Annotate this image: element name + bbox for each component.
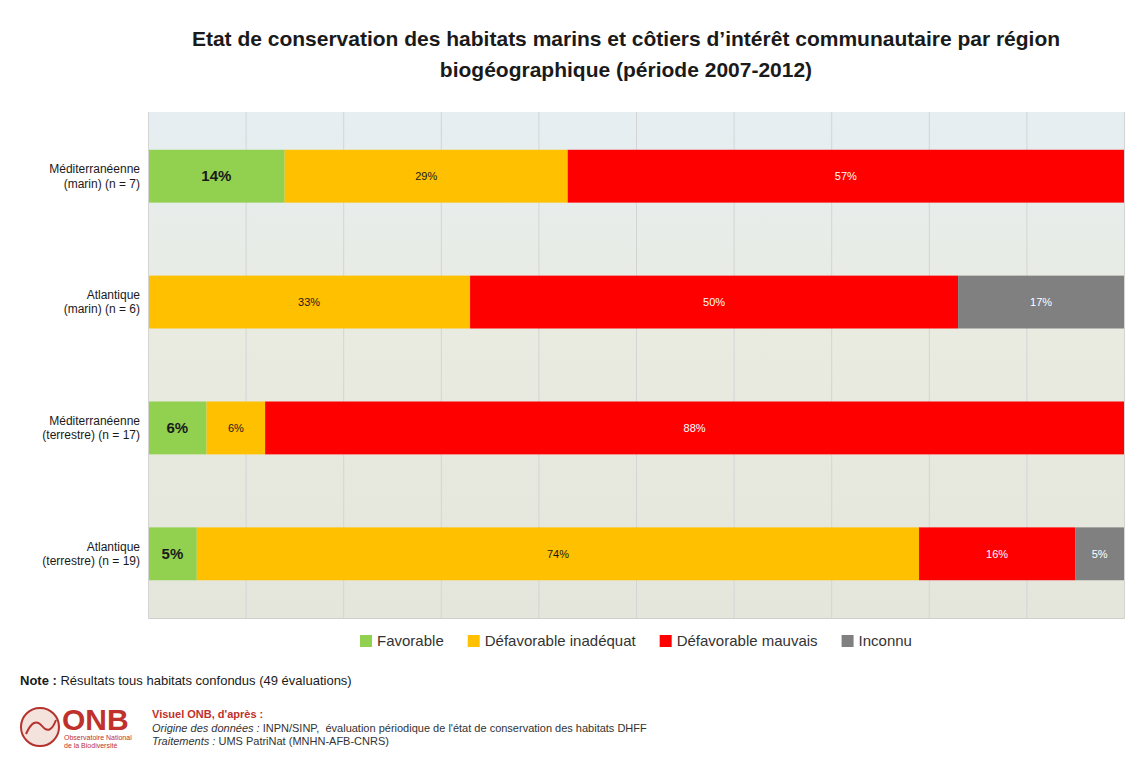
logo-emblem-detail: [26, 720, 56, 734]
bar-segment: [1075, 527, 1124, 580]
legend-label: Favorable: [377, 632, 444, 649]
y-tick: Méditerranéenne(terrestre) (n = 17): [42, 414, 148, 442]
logo-text: ONB: [62, 703, 129, 736]
grid-line: [1124, 112, 1125, 618]
data-label: 5%: [1092, 548, 1108, 560]
bar-segment: [958, 276, 1124, 329]
legend-item: Défavorable mauvais: [660, 632, 818, 649]
legend-label: Inconnu: [859, 632, 912, 649]
source-credit: Visuel ONB, d'après :: [152, 708, 263, 720]
bar-segment: [919, 527, 1075, 580]
legend-label: Défavorable inadéquat: [485, 632, 637, 649]
x-tick: [1124, 112, 1125, 618]
legend-swatch: [842, 635, 854, 647]
bar-segment: [148, 527, 197, 580]
source-line: Traitements : UMS PatriNat (MNHN-AFB-CNR…: [152, 735, 389, 747]
plot-background: [148, 112, 1124, 618]
source-line: Origine des données : INPN/SINP, évaluat…: [152, 722, 647, 734]
bars: [148, 150, 1124, 580]
legend: Favorable Défavorable inadéquat Défavorabl…: [360, 632, 912, 649]
note: Note : Résultats tous habitats confondus…: [20, 673, 352, 688]
category-label: Méditerranéenne(marin) (n = 7): [49, 162, 140, 190]
logo-emblem: [21, 708, 59, 746]
data-label: 33%: [298, 296, 320, 308]
x-tick: [148, 112, 149, 618]
legend-swatch: [360, 635, 372, 647]
logo: ONBObservatoire Nationalde la Biodiversi…: [21, 703, 132, 749]
category-label: Méditerranéenne(terrestre) (n = 17): [42, 414, 140, 442]
data-labels: 14% 6% 5% 29% 33% 6% 74% 57% 50% 88% 16% 17% 5%: [162, 167, 1108, 562]
bar-segment: [148, 276, 470, 329]
bar-segment: [285, 150, 568, 203]
bar-segment: [148, 402, 207, 455]
bar-segment: [207, 402, 266, 455]
y-axis-line: [148, 113, 149, 619]
y-tick: Méditerranéenne(marin) (n = 7): [49, 162, 148, 190]
y-tick: Atlantique(marin) (n = 6): [64, 288, 148, 316]
data-label: 16%: [986, 548, 1008, 560]
bar-segment: [265, 402, 1124, 455]
data-label: 88%: [684, 422, 706, 434]
bar-segment: [148, 150, 285, 203]
legend-item: Favorable: [360, 632, 444, 649]
data-label: 6%: [166, 419, 188, 436]
chart: Etat de conservation des habitats marins…: [0, 0, 1141, 758]
data-label: 57%: [835, 170, 857, 182]
bar-segment: [470, 276, 958, 329]
legend-item: Inconnu: [842, 632, 912, 649]
y-tick: Atlantique(terrestre) (n = 19): [42, 540, 148, 568]
data-label: 50%: [703, 296, 725, 308]
legend-swatch: [468, 635, 480, 647]
bar-segment: [197, 527, 919, 580]
x-axis-line: [149, 112, 1125, 619]
category-label: Atlantique(terrestre) (n = 19): [42, 540, 140, 568]
legend-label: Défavorable mauvais: [677, 632, 818, 649]
data-label: 6%: [228, 422, 244, 434]
category-label: Atlantique(marin) (n = 6): [64, 288, 141, 316]
data-label: 14%: [201, 167, 231, 184]
data-label: 74%: [547, 548, 569, 560]
x-axis: [149, 112, 1125, 619]
data-label: 29%: [415, 170, 437, 182]
bar-segment: [568, 150, 1124, 203]
legend-swatch: [660, 635, 672, 647]
y-axis: Méditerranéenne(marin) (n = 7) Atlantique…: [42, 113, 148, 619]
data-label: 17%: [1030, 296, 1052, 308]
legend-item: Défavorable inadéquat: [468, 632, 637, 649]
data-label: 5%: [162, 545, 184, 562]
logo-subtitle: Observatoire Nationalde la Biodiversité: [64, 734, 132, 749]
title: Etat de conservation des habitats marins…: [192, 27, 1060, 81]
grid-line: [148, 112, 149, 618]
